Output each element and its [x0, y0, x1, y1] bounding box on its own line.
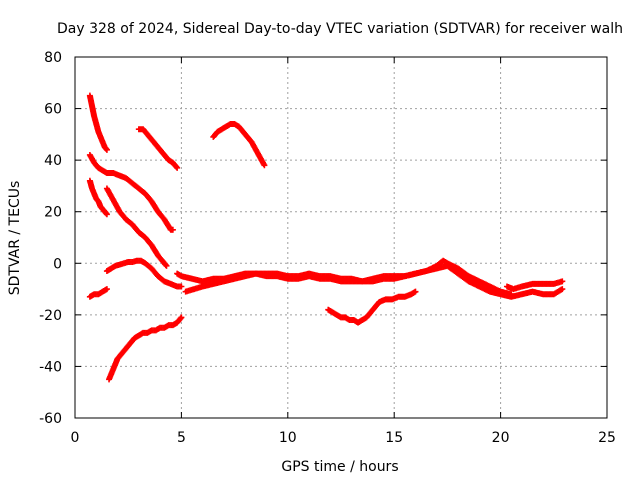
y-tick-label: 20: [44, 205, 62, 221]
y-tick-label: 80: [44, 50, 62, 66]
data-point: [103, 286, 110, 293]
data-point: [103, 211, 110, 218]
chart-title: Day 328 of 2024, Sidereal Day-to-day VTE…: [57, 21, 623, 37]
axes: 0 5 10 15 20 25 -60 -40 -20 0 20 40 60 80: [39, 50, 616, 446]
series-arc-3: [86, 177, 110, 218]
series-arc-2: [86, 151, 176, 233]
series-arc-8: [135, 126, 181, 171]
data-point: [174, 164, 181, 171]
plot-frame: [74, 56, 608, 419]
x-tick-label: 10: [279, 430, 297, 446]
data-point: [261, 162, 268, 169]
data-series: [86, 92, 566, 383]
series-arc-9: [210, 121, 268, 169]
series-arc-5: [86, 286, 110, 300]
data-point: [178, 283, 185, 290]
y-tick-label: -40: [39, 359, 62, 375]
x-tick-label: 0: [71, 430, 80, 446]
y-tick-label: -20: [39, 308, 62, 324]
series-arc-13: [325, 288, 419, 326]
series-arc-12: [503, 278, 566, 293]
data-point: [559, 278, 566, 285]
y-tick-label: 0: [53, 256, 62, 272]
data-point: [412, 288, 419, 295]
x-tick-label: 5: [177, 430, 186, 446]
x-axis-label: GPS time / hours: [281, 459, 398, 475]
y-tick-label: 40: [44, 153, 62, 169]
series-arc-4: [103, 185, 170, 269]
series-arc-11: [182, 262, 566, 300]
x-tick-label: 15: [385, 430, 403, 446]
y-tick-label: 60: [44, 102, 62, 118]
grid-lines: [75, 57, 607, 418]
data-point: [173, 163, 180, 170]
series-arc-6: [103, 257, 185, 290]
series-arc-1: [86, 92, 110, 153]
x-tick-label: 25: [598, 430, 616, 446]
data-point: [103, 146, 110, 153]
data-point: [178, 314, 185, 321]
series-arc-7: [106, 314, 185, 383]
y-tick-label: -60: [39, 411, 62, 427]
x-tick-label: 20: [492, 430, 510, 446]
data-point: [169, 226, 176, 233]
data-point: [177, 315, 184, 322]
y-axis-label: SDTVAR / TECUs: [7, 181, 23, 296]
data-point: [559, 286, 566, 293]
data-point: [163, 262, 170, 269]
